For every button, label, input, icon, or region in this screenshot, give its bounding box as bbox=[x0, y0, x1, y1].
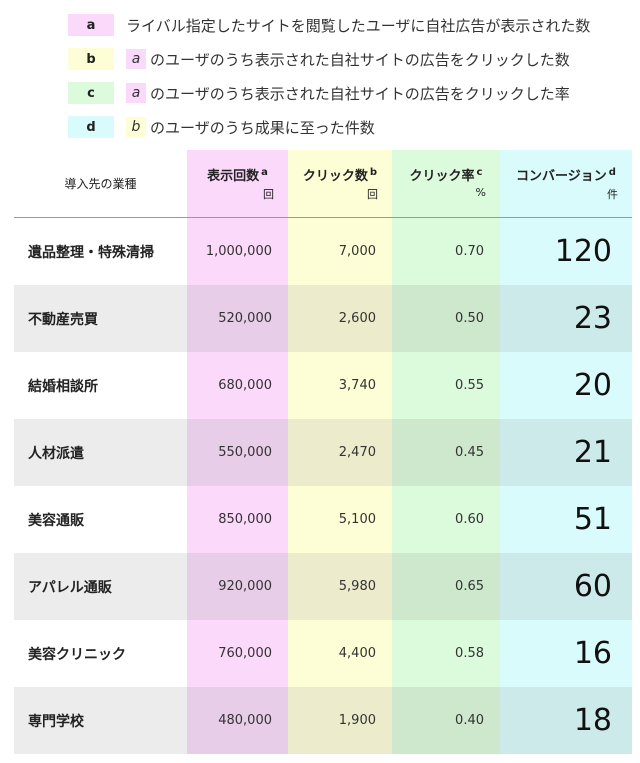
clicks-cell: 5,980 bbox=[288, 553, 392, 620]
clicks-cell: 2,470 bbox=[288, 419, 392, 486]
industry-cell: 人材派遣 bbox=[14, 419, 187, 486]
legend-ref-tag: a bbox=[126, 83, 146, 103]
header-clicks: クリック数 b 回 bbox=[288, 150, 392, 217]
legend-description: のユーザのうち表示された自社サイトの広告をクリックした率 bbox=[150, 84, 570, 103]
table-row: 結婚相談所 680,000 3,740 0.55 20 bbox=[14, 352, 632, 419]
unit-label: 件 bbox=[607, 188, 618, 201]
impressions-cell: 480,000 bbox=[187, 687, 288, 754]
clicks-cell: 5,100 bbox=[288, 486, 392, 553]
legend-ref-tag: a bbox=[126, 49, 146, 69]
ctr-cell: 0.45 bbox=[392, 419, 500, 486]
ctr-cell: 0.50 bbox=[392, 285, 500, 352]
ctr-cell: 0.70 bbox=[392, 218, 500, 285]
impressions-cell: 680,000 bbox=[187, 352, 288, 419]
clicks-cell: 4,400 bbox=[288, 620, 392, 687]
clicks-cell: 7,000 bbox=[288, 218, 392, 285]
impressions-cell: 550,000 bbox=[187, 419, 288, 486]
header-conversions: コンバージョン d 件 bbox=[500, 150, 632, 217]
ctr-cell: 0.40 bbox=[392, 687, 500, 754]
table-row: 専門学校 480,000 1,900 0.40 18 bbox=[14, 687, 632, 754]
impressions-cell: 850,000 bbox=[187, 486, 288, 553]
industry-cell: 不動産売買 bbox=[14, 285, 187, 352]
table-row: 美容クリニック 760,000 4,400 0.58 16 bbox=[14, 620, 632, 687]
clicks-cell: 2,600 bbox=[288, 285, 392, 352]
unit-label: 回 bbox=[367, 188, 378, 201]
table-row: 不動産売買 520,000 2,600 0.50 23 bbox=[14, 285, 632, 352]
impressions-cell: 760,000 bbox=[187, 620, 288, 687]
ctr-cell: 0.60 bbox=[392, 486, 500, 553]
conversions-cell: 60 bbox=[500, 553, 632, 620]
table-row: 人材派遣 550,000 2,470 0.45 21 bbox=[14, 419, 632, 486]
header-ctr: クリック率 c % bbox=[392, 150, 500, 217]
industry-cell: 結婚相談所 bbox=[28, 378, 98, 395]
legend-key-badge: d bbox=[68, 116, 114, 138]
legend: a ライバル指定したサイトを閲覧したユーザに自社広告が表示された数 b a のユ… bbox=[68, 8, 628, 144]
legend-item-c: c a のユーザのうち表示された自社サイトの広告をクリックした率 bbox=[68, 76, 628, 110]
table-row: 美容通販 850,000 5,100 0.60 51 bbox=[14, 486, 632, 553]
header-impressions: 表示回数 a 回 bbox=[187, 150, 288, 217]
legend-ref-tag: b bbox=[126, 117, 146, 137]
conversions-cell: 20 bbox=[500, 352, 632, 419]
legend-item-d: d b のユーザのうち成果に至った件数 bbox=[68, 110, 628, 144]
impressions-cell: 920,000 bbox=[187, 553, 288, 620]
legend-key-badge: b bbox=[68, 48, 114, 70]
legend-key-badge: c bbox=[68, 82, 114, 104]
industry-cell: 専門学校 bbox=[14, 687, 187, 754]
conversions-cell: 16 bbox=[500, 620, 632, 687]
header-industry: 導入先の業種 bbox=[64, 177, 137, 191]
legend-description: のユーザのうち表示された自社サイトの広告をクリックした数 bbox=[150, 50, 570, 69]
impressions-cell: 1,000,000 bbox=[187, 218, 288, 285]
ctr-cell: 0.65 bbox=[392, 553, 500, 620]
unit-label: 回 bbox=[263, 188, 274, 201]
industry-cell: 遺品整理・特殊清掃 bbox=[28, 244, 154, 261]
legend-description: のユーザのうち成果に至った件数 bbox=[150, 118, 375, 137]
results-table: 導入先の業種 表示回数 a 回 クリック数 b 回 クリック率 c % コンバージョン… bbox=[14, 150, 632, 754]
conversions-cell: 51 bbox=[500, 486, 632, 553]
legend-key-badge: a bbox=[68, 14, 114, 36]
impressions-cell: 520,000 bbox=[187, 285, 288, 352]
table-row: アパレル通販 920,000 5,980 0.65 60 bbox=[14, 553, 632, 620]
clicks-cell: 3,740 bbox=[288, 352, 392, 419]
legend-item-b: b a のユーザのうち表示された自社サイトの広告をクリックした数 bbox=[68, 42, 628, 76]
industry-cell: 美容通販 bbox=[28, 512, 84, 529]
legend-item-a: a ライバル指定したサイトを閲覧したユーザに自社広告が表示された数 bbox=[68, 8, 628, 42]
ctr-cell: 0.55 bbox=[392, 352, 500, 419]
conversions-cell: 18 bbox=[500, 687, 632, 754]
industry-cell: アパレル通販 bbox=[14, 553, 187, 620]
industry-cell: 美容クリニック bbox=[28, 646, 126, 663]
table-row: 遺品整理・特殊清掃 1,000,000 7,000 0.70 120 bbox=[14, 218, 632, 285]
conversions-cell: 21 bbox=[500, 419, 632, 486]
unit-label: % bbox=[475, 186, 486, 199]
clicks-cell: 1,900 bbox=[288, 687, 392, 754]
conversions-cell: 23 bbox=[500, 285, 632, 352]
legend-description: ライバル指定したサイトを閲覧したユーザに自社広告が表示された数 bbox=[126, 16, 591, 35]
table-header-row: 導入先の業種 表示回数 a 回 クリック数 b 回 クリック率 c % コンバージョン… bbox=[14, 150, 632, 218]
ctr-cell: 0.58 bbox=[392, 620, 500, 687]
conversions-cell: 120 bbox=[500, 218, 632, 285]
